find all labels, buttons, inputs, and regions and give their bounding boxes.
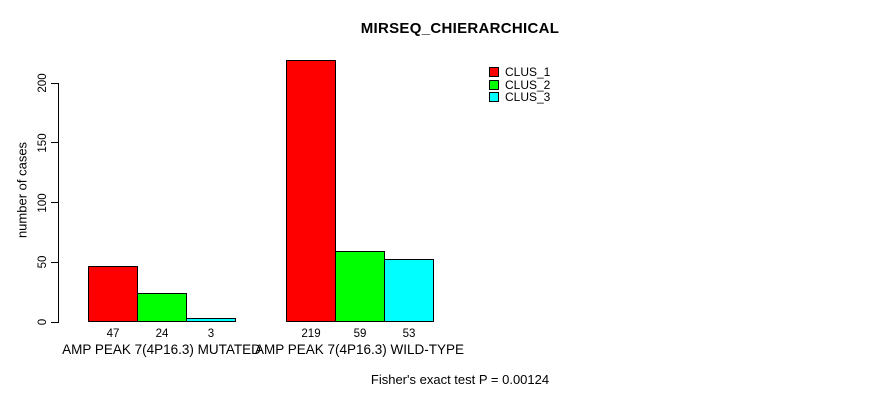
bar-value-label: 219	[301, 328, 321, 340]
bar-clus_2-group1	[137, 293, 187, 322]
legend: CLUS_1 CLUS_2 CLUS_3	[489, 66, 550, 104]
bar-value-label: 59	[353, 328, 367, 340]
y-axis-tick-label: 150	[37, 133, 49, 153]
legend-swatch-clus_1	[489, 67, 499, 78]
legend-label: CLUS_3	[505, 90, 551, 105]
x-category-label: AMP PEAK 7(4P16.3) WILD-TYPE	[254, 342, 465, 357]
bar-value-label: 24	[155, 328, 169, 340]
annotation-fisher-test: Fisher's exact test P = 0.00124	[370, 372, 550, 387]
y-axis-tick	[51, 261, 58, 263]
bar-clus_3-group2	[384, 259, 434, 322]
y-axis-tick-label: 50	[37, 255, 49, 269]
bar-clus_1-group2	[286, 60, 336, 322]
y-axis-line	[58, 83, 59, 323]
y-axis-tick	[51, 82, 58, 84]
y-axis-tick	[51, 321, 58, 323]
bar-value-label: 53	[402, 328, 416, 340]
legend-swatch-clus_3	[489, 92, 499, 103]
bar-clus_2-group2	[335, 251, 385, 322]
legend-item-clus_3: CLUS_3	[489, 91, 550, 104]
legend-item-clus_1: CLUS_1	[489, 66, 550, 79]
legend-item-clus_2: CLUS_2	[489, 79, 550, 92]
chart-title: MIRSEQ_CHIERARCHICAL	[360, 20, 560, 37]
x-category-label: AMP PEAK 7(4P16.3) MUTATED	[62, 342, 261, 357]
legend-swatch-clus_2	[489, 79, 499, 90]
bar-value-label: 47	[106, 328, 120, 340]
bar-clus_3-group1	[186, 318, 236, 322]
legend-label: CLUS_2	[505, 77, 551, 92]
bar-clus_1-group1	[88, 266, 138, 322]
y-axis-tick	[51, 202, 58, 203]
y-axis-tick	[51, 142, 58, 144]
legend-label: CLUS_1	[505, 65, 551, 80]
y-axis-tick-label: 100	[37, 192, 49, 213]
y-axis-tick-label: 0	[37, 318, 49, 326]
y-axis-tick-label: 200	[37, 73, 49, 93]
bar-value-label: 3	[207, 328, 215, 340]
